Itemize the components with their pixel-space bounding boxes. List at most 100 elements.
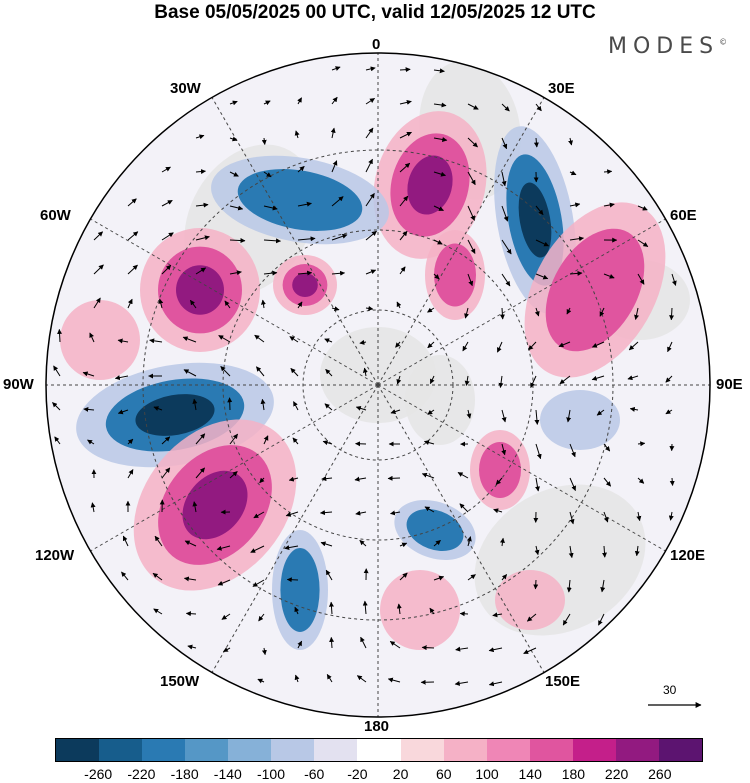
wind-arrow [365, 269, 377, 275]
wind-arrow [195, 467, 205, 479]
colorbar-bin [529, 739, 573, 761]
wind-arrow [263, 100, 271, 106]
colorbar-bin [314, 739, 358, 761]
wind-arrow [261, 137, 267, 145]
wind-arrow [566, 579, 572, 593]
wind-arrow [454, 680, 469, 686]
wind-arrow [429, 375, 435, 385]
meridian-line [211, 384, 379, 673]
wind-arrow [52, 402, 61, 411]
wind-arrow [365, 230, 377, 241]
anomaly-fields [60, 111, 666, 650]
colorbar-tick-label: 220 [604, 766, 629, 782]
wind-arrow [82, 371, 95, 377]
wind-arrow [161, 166, 171, 173]
wind-arrow [399, 195, 409, 207]
wind-arrow [421, 645, 435, 651]
wind-arrow [591, 375, 605, 381]
wind-arrow [528, 341, 537, 351]
colorbar-tick-label: -180 [170, 766, 199, 782]
wind-arrow [636, 511, 642, 522]
wind-arrow [665, 409, 673, 415]
label-lon-150e: 150E [545, 673, 581, 690]
colorbar-bin [56, 739, 100, 761]
wind-arrow [263, 270, 278, 276]
label-lon-90e: 90E [716, 376, 743, 393]
wind-arrow [263, 205, 278, 211]
wind-arrow [501, 443, 507, 456]
negative-anomaly [280, 548, 320, 632]
label-lon-60e: 60E [670, 207, 697, 224]
wind-arrow [534, 307, 540, 317]
wind-arrow [667, 341, 673, 353]
wind-arrow [224, 300, 231, 309]
wind-arrow [629, 406, 639, 412]
wind-arrow [389, 510, 401, 516]
wind-arrow [501, 171, 507, 187]
colorbar-bin [271, 739, 315, 761]
wind-arrow [628, 341, 639, 351]
wind-arrow [526, 613, 537, 622]
wind-arrow [263, 435, 269, 445]
wind-arrow [395, 341, 401, 348]
wind-arrow [423, 440, 435, 445]
wind-arrow [603, 273, 615, 279]
wind-arrow [466, 409, 472, 419]
wind-arrow [558, 341, 571, 348]
wind-arrow [286, 577, 299, 583]
wind-arrow [568, 137, 574, 146]
colorbar-tick-label: -60 [304, 766, 325, 782]
wind-arrow [217, 579, 231, 586]
wind-arrow [321, 476, 333, 482]
wind-arrow [127, 264, 138, 275]
wind-arrow [497, 341, 503, 353]
wind-arrow [331, 270, 346, 276]
wind-arrow [568, 545, 574, 559]
wind-arrow [324, 338, 333, 343]
wind-arrow [459, 503, 469, 513]
wind-arrow [319, 510, 333, 516]
wind-arrow [467, 239, 476, 254]
wind-arrow [637, 477, 645, 484]
wind-arrow [222, 647, 231, 653]
wind-arrow [330, 127, 336, 139]
wind-arrow [355, 510, 367, 516]
wind-arrow [427, 409, 435, 415]
wind-arrow [498, 375, 504, 388]
wind-arrow [153, 406, 163, 411]
wind-arrow [161, 232, 174, 241]
wind-arrow [229, 171, 239, 177]
wind-arrow [535, 103, 542, 112]
wind-arrow [467, 574, 476, 581]
wind-arrow [533, 579, 539, 590]
wind-arrow [297, 201, 312, 207]
wind-arrow [122, 535, 129, 547]
wind-arrow [534, 409, 540, 425]
wind-arrow [459, 611, 469, 617]
wind-arrow [253, 511, 265, 519]
colorbar-bin [658, 739, 702, 761]
wind-arrow [603, 169, 613, 175]
wind-arrow [195, 433, 206, 445]
wind-arrow [467, 137, 478, 148]
label-lon-30w: 30W [170, 80, 201, 97]
wind-arrow [263, 171, 272, 178]
wind-arrow [396, 375, 402, 385]
wind-arrow [161, 264, 172, 275]
wind-arrow [634, 307, 639, 320]
wind-arrow [433, 239, 443, 245]
wind-arrow [569, 170, 577, 176]
wind-arrow [195, 202, 209, 208]
wind-arrow [467, 273, 474, 287]
wind-arrow [326, 673, 333, 683]
wind-arrow [89, 332, 95, 343]
wind-arrow [467, 103, 479, 110]
wind-arrow [192, 398, 198, 411]
label-lon-120w: 120W [35, 547, 75, 564]
wind-arrow [365, 66, 376, 72]
meridian-line [211, 97, 379, 386]
wind-arrow [285, 511, 299, 517]
colorbar-bin [185, 739, 229, 761]
wind-arrow [331, 196, 344, 207]
